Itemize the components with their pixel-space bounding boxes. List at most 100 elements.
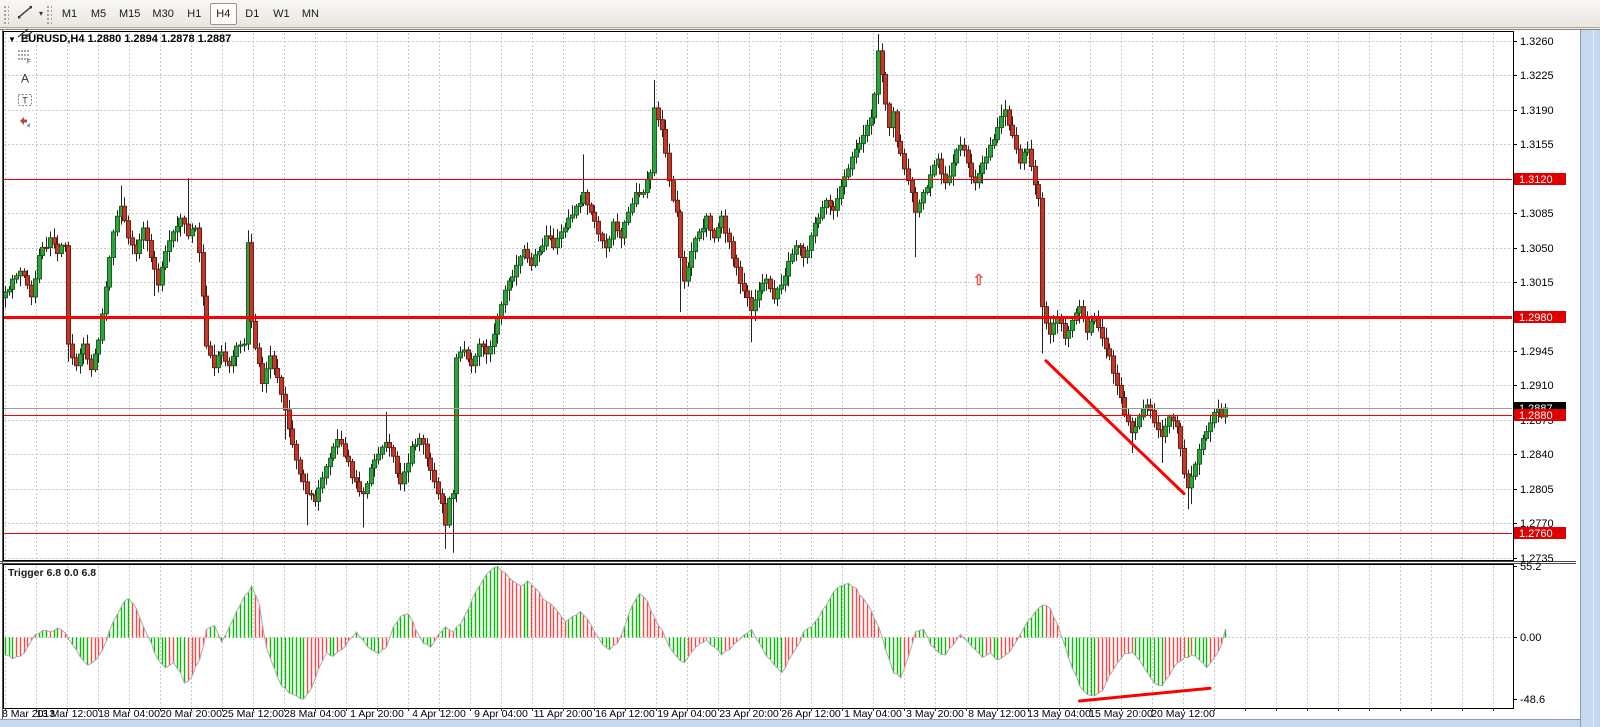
timeframe-h4-button[interactable]: H4 <box>209 2 237 25</box>
candle-body <box>663 129 668 154</box>
timeframe-toolbar-grip[interactable] <box>45 3 53 24</box>
candle-body <box>865 124 870 136</box>
candle-body <box>988 144 993 158</box>
candle-body <box>171 231 176 242</box>
timeframe-w1-button[interactable]: W1 <box>268 3 295 25</box>
candle-body <box>301 473 306 483</box>
text-tool-button[interactable]: A <box>12 67 38 89</box>
candle-body <box>921 192 926 204</box>
candle-body <box>85 343 90 360</box>
candle-body <box>977 173 982 184</box>
candle-body <box>641 192 646 195</box>
candle-body <box>820 207 825 219</box>
text-label-tool-button[interactable]: T <box>12 89 38 111</box>
trendline-tool-button[interactable] <box>12 1 38 23</box>
svg-text:F: F <box>27 58 31 64</box>
date-tick-label: 26 Apr 12:00 <box>781 708 841 720</box>
candle-body <box>1033 165 1038 186</box>
candle-body <box>413 444 418 447</box>
timeframe-m15-button[interactable]: M15 <box>114 3 145 25</box>
candle-body <box>473 355 478 367</box>
candle-body <box>335 439 340 448</box>
candle-body <box>104 286 109 315</box>
timeframe-m5-button[interactable]: M5 <box>85 3 112 25</box>
candle-body <box>801 246 806 258</box>
candle-body <box>1100 327 1105 339</box>
date-tick-label: 3 May 20:00 <box>906 708 964 720</box>
up-arrow-marker-icon[interactable]: ⇧ <box>972 272 985 289</box>
candle-body <box>1029 148 1034 167</box>
candle-body <box>507 280 512 291</box>
candle-body <box>309 493 314 496</box>
indicator-envelope-line <box>5 565 1226 700</box>
indicator-trendline-annotation[interactable] <box>1077 686 1212 703</box>
toolbar-grip[interactable] <box>2 3 9 24</box>
candle-body <box>615 221 620 232</box>
candle-body <box>74 357 79 367</box>
candle-body <box>152 256 157 270</box>
candle-body <box>574 205 579 216</box>
candle-body <box>689 251 694 268</box>
timeframe-m30-button[interactable]: M30 <box>147 3 178 25</box>
candle-body <box>406 462 411 473</box>
candle-body <box>675 199 680 213</box>
candle-body <box>954 149 959 164</box>
candle-body <box>305 481 310 495</box>
candle-body <box>727 232 732 243</box>
trendline-annotation[interactable] <box>1044 359 1186 496</box>
candle-body <box>809 235 814 251</box>
timeframe-m1-button[interactable]: M1 <box>56 3 83 25</box>
candle-body <box>227 360 232 367</box>
panel-splitter[interactable] <box>0 561 1576 564</box>
candle-body <box>563 227 568 233</box>
candle-body <box>357 481 362 493</box>
candle-body <box>29 284 34 298</box>
candle-body <box>294 443 299 461</box>
timeframe-h1-button[interactable]: H1 <box>181 3 208 25</box>
candle-body <box>883 73 888 105</box>
candle-body <box>607 238 612 249</box>
candle-body <box>33 278 38 298</box>
date-tick-label: 9 Apr 04:00 <box>474 708 528 720</box>
candle-body <box>365 483 370 495</box>
date-tick-label: 20 May 12:00 <box>1151 708 1215 720</box>
candle-body <box>1197 448 1202 465</box>
candle-body <box>958 144 963 151</box>
candle-body <box>257 347 262 365</box>
chevron-down-icon[interactable]: ▾ <box>39 9 44 18</box>
candle-body <box>768 278 773 290</box>
candle-body <box>660 119 665 131</box>
candle-body <box>417 438 422 446</box>
date-tick-label: 23 Apr 20:00 <box>719 708 779 720</box>
fibonacci-retracement-tool-button[interactable]: F <box>12 45 38 67</box>
candle-body <box>495 317 500 335</box>
candle-body <box>716 227 721 239</box>
trigger-histogram-series <box>4 566 1227 700</box>
candle-body <box>484 346 489 355</box>
arrow-objects-tool-button[interactable] <box>12 111 38 133</box>
candle-body <box>96 339 101 355</box>
text-icon: A <box>21 71 29 85</box>
candle-body <box>1119 384 1124 399</box>
collapse-chart-icon[interactable]: ▼ <box>8 34 16 44</box>
candle-body <box>1036 184 1041 199</box>
candle-body <box>22 270 27 277</box>
timeframe-d1-button[interactable]: D1 <box>239 3 266 25</box>
date-tick-label: 16 Apr 12:00 <box>595 708 655 720</box>
candle-body <box>37 255 42 280</box>
candle-body <box>488 346 493 355</box>
candle-body <box>1022 151 1027 164</box>
horizontal-line-objects <box>4 179 1512 534</box>
price-axis[interactable]: 1.3260 1.3225 1.3190 1.3155 1.3120 1.3085 1.30… <box>1513 36 1566 706</box>
candle-body <box>876 50 881 95</box>
price-label-text: 1.2880 <box>1519 410 1553 422</box>
candle-body <box>1010 124 1015 136</box>
equidistant-channel-tool-button[interactable]: E <box>12 23 38 45</box>
candle-body <box>81 343 86 355</box>
date-tick-label: 20 Mar 20:00 <box>160 708 222 720</box>
candle-body <box>790 253 795 262</box>
timeframe-mn-button[interactable]: MN <box>297 3 324 25</box>
candle-body <box>145 227 150 242</box>
